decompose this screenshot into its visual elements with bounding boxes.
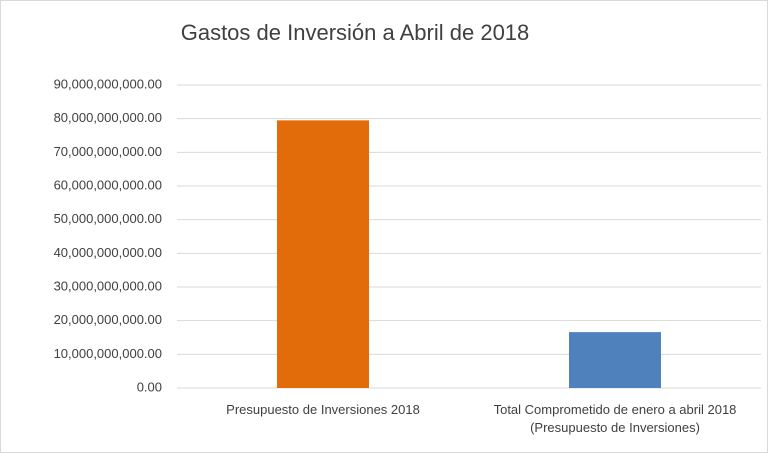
y-tick-label: 60,000,000,000.00 — [54, 177, 162, 192]
y-tick-label: 30,000,000,000.00 — [54, 278, 162, 293]
y-tick-label: 20,000,000,000.00 — [54, 312, 162, 327]
y-tick-label: 80,000,000,000.00 — [54, 110, 162, 125]
y-tick-label: 0.00 — [137, 379, 162, 394]
bar — [569, 332, 661, 388]
y-tick-label: 90,000,000,000.00 — [54, 76, 162, 91]
y-tick-label: 40,000,000,000.00 — [54, 245, 162, 260]
y-tick-label: 10,000,000,000.00 — [54, 346, 162, 361]
bar — [277, 120, 369, 388]
chart-title: Gastos de Inversión a Abril de 2018 — [181, 20, 530, 45]
x-tick-label: Total Comprometido de enero a abril 2018… — [493, 402, 737, 435]
y-tick-label: 70,000,000,000.00 — [54, 144, 162, 159]
x-tick-label: Presupuesto de Inversiones 2018 — [226, 402, 420, 417]
y-tick-label: 50,000,000,000.00 — [54, 211, 162, 226]
